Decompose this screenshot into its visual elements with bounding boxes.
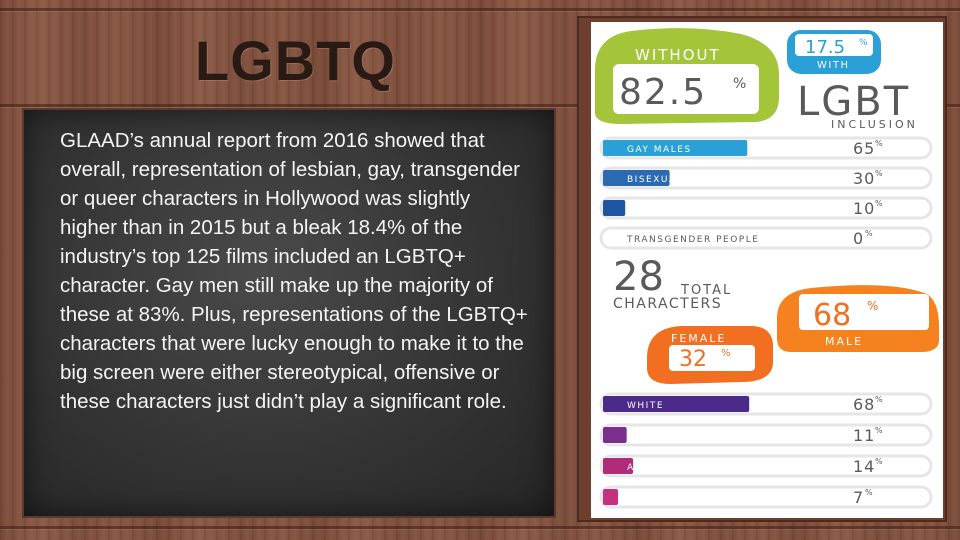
identity-bar-fill	[603, 140, 748, 156]
identity-bar-percent: %	[875, 139, 883, 148]
ethnicity-bar-value: 14	[853, 457, 875, 476]
total-label-1: TOTAL	[680, 283, 732, 298]
ethnicity-bar-percent: %	[865, 488, 873, 497]
ethnicity-bar-value: 7	[853, 488, 864, 507]
identity-bar-track	[599, 226, 933, 250]
ethnicity-bar-track	[599, 423, 933, 447]
total-number: 28	[613, 254, 664, 300]
ethnicity-bar-value: 11	[853, 426, 875, 445]
identity-bar-fill	[603, 200, 626, 216]
ethnicity-bar-fill	[603, 396, 750, 412]
identity-bar-value: 0	[853, 229, 864, 248]
ethnicity-bar-fill	[603, 427, 627, 443]
identity-bar-track	[599, 196, 933, 220]
male-percent: %	[867, 299, 878, 313]
ethnicity-bar-fill	[603, 489, 619, 505]
male-value: 68	[813, 298, 851, 333]
without-inner-white	[613, 64, 759, 114]
identity-bar-label: LESBIANS	[627, 205, 683, 215]
without-value: 82.5	[619, 72, 707, 113]
ethnicity-bars: WHITE 68 % BLACK/AFRICAN AMERICAN 11 % ASIAN/P…	[599, 392, 933, 509]
total-label-2: CHARACTERS	[613, 296, 722, 312]
ethnicity-bar-label: BLACK/AFRICAN AMERICAN	[627, 432, 783, 442]
ethnicity-bar-percent: %	[875, 395, 883, 404]
slide-body-text: GLAAD’s annual report from 2016 showed t…	[60, 129, 528, 413]
female-value: 32	[679, 347, 707, 372]
ethnicity-bar-track	[599, 485, 933, 509]
ethnicity-bar-percent: %	[875, 426, 883, 435]
with-label: WITH	[817, 60, 849, 71]
male-label: MALE	[825, 335, 863, 348]
identity-bars: GAY MALES 65 % BISEXUALS 30 % LESBIANS 10 % TRANS…	[599, 136, 933, 250]
female-inner-white	[669, 345, 755, 371]
identity-bar-value: 65	[853, 139, 875, 158]
identity-bar-fill	[603, 170, 670, 186]
ethnicity-bar-percent: %	[875, 457, 883, 466]
identity-bar-percent: %	[865, 229, 873, 238]
identity-bar-label: GAY MALES	[627, 145, 692, 155]
ethnicity-bar-label: LATINO	[627, 494, 669, 504]
ethnicity-bar-label: WHITE	[627, 401, 664, 411]
ethnicity-bar-value: 68	[853, 395, 875, 414]
infographic-svg: WITHOUT 82.5 % 17.5 % WITH LGBT INCLUSIO…	[595, 28, 939, 509]
chalkboard-panel: GLAAD’s annual report from 2016 showed t…	[22, 108, 556, 518]
infographic: WITHOUT 82.5 % 17.5 % WITH LGBT INCLUSIO…	[591, 22, 943, 518]
with-unit: %	[859, 38, 868, 48]
ethnicity-bar-track	[599, 392, 933, 416]
inclusion-label: INCLUSION	[831, 118, 918, 131]
with-value: 17.5	[805, 37, 845, 58]
identity-bar-track	[599, 166, 933, 190]
without-label: WITHOUT	[635, 46, 721, 64]
ethnicity-bar-label: ASIAN/PACIFIC ISLANDER	[627, 463, 773, 473]
identity-bar-percent: %	[875, 199, 883, 208]
identity-bar-label: BISEXUALS	[627, 175, 690, 185]
identity-bar-value: 30	[853, 169, 875, 188]
female-percent: %	[721, 348, 731, 359]
slide-title: LGBTQ	[195, 29, 396, 92]
without-unit: %	[733, 76, 746, 92]
identity-bar-value: 10	[853, 199, 875, 218]
lgbt-label: LGBT	[797, 79, 910, 125]
ethnicity-bar-fill	[603, 458, 634, 474]
identity-bar-percent: %	[875, 169, 883, 178]
ethnicity-bar-track	[599, 454, 933, 478]
female-label: FEMALE	[671, 332, 726, 345]
male-inner-white	[799, 294, 929, 330]
with-bubble-inner	[795, 34, 873, 56]
identity-bar-label: TRANSGENDER PEOPLE	[626, 235, 759, 245]
identity-bar-track	[599, 136, 933, 160]
